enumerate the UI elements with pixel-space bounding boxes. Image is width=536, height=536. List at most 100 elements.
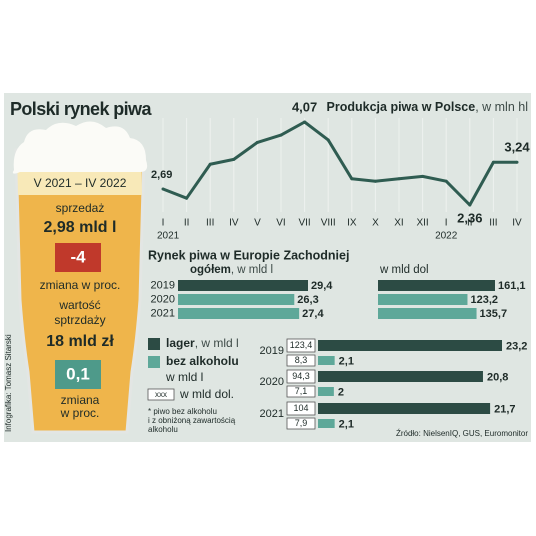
line-title: Produkcja piwa w Polsce, w mln hl <box>327 100 528 114</box>
bar <box>318 403 491 414</box>
x-tick-label: VII <box>298 218 310 229</box>
series-label: w mld dol <box>379 264 429 276</box>
beer-glass <box>12 121 148 434</box>
year-label: 2021 <box>157 231 180 242</box>
series-label-main: ogółem <box>190 264 231 276</box>
x-tick-label: IV <box>229 218 239 229</box>
point <box>468 203 472 207</box>
bar <box>318 340 502 351</box>
data-label: 2 <box>338 386 344 398</box>
x-tick-label: X <box>372 218 379 229</box>
bar <box>178 280 308 291</box>
data-label: 20,8 <box>487 371 508 383</box>
point <box>185 196 189 200</box>
glass-value: 18 mld zł <box>46 333 114 350</box>
data-label: 27,4 <box>302 308 324 320</box>
category-label: 2019 <box>260 345 284 357</box>
data-label: 135,7 <box>480 308 508 320</box>
bar <box>318 356 335 365</box>
usd-label: 94,3 <box>292 371 310 381</box>
source: Źródło: NielsenIQ, GUS, Euromonitor <box>396 429 528 438</box>
glass-value-change: 0,1 <box>66 364 90 383</box>
series-label-unit: , w mld l <box>231 264 273 276</box>
point <box>232 157 236 161</box>
data-label: 23,2 <box>506 340 527 352</box>
point <box>397 177 401 181</box>
bar <box>318 371 483 382</box>
x-tick-label: I <box>162 218 165 229</box>
data-label: 161,1 <box>498 280 526 292</box>
legend-label-unit: , w mld l <box>195 336 239 350</box>
usd-label: 8,3 <box>295 355 308 365</box>
usd-box <box>286 369 316 384</box>
category-label: 2021 <box>260 408 284 420</box>
glass-sales: 2,98 mld l <box>44 219 117 236</box>
legend-swatch <box>148 356 160 368</box>
legend-label-main: lager <box>166 336 195 350</box>
point <box>373 179 377 183</box>
legend-swatch <box>148 338 160 350</box>
usd-label: 123,4 <box>290 340 313 350</box>
data-label: 123,2 <box>470 294 498 306</box>
data-label: 2,69 <box>151 169 172 181</box>
note: * piwo bez alkoholu <box>148 407 217 416</box>
note: i z obniżoną zawartością <box>148 416 236 425</box>
series-label: ogółem, w mld l <box>190 264 273 276</box>
legend-label: bez alkoholu <box>166 354 239 368</box>
usd-box <box>286 417 316 430</box>
glass-value-label: sptrzdaży <box>54 313 105 327</box>
line-title-main: Produkcja piwa w Polsce <box>327 100 476 114</box>
glass-change-label: w proc. <box>60 406 100 420</box>
usd-label: 7,9 <box>295 418 308 428</box>
glass-sales-change: -4 <box>70 247 86 266</box>
usd-label: 7,1 <box>295 386 308 396</box>
title: Polski rynek piwa <box>10 99 152 119</box>
bar <box>378 294 468 305</box>
legend-box-sample: xxx <box>155 390 167 399</box>
data-label: 3,24 <box>504 140 530 155</box>
legend-label: w mld dol. <box>179 387 234 401</box>
point <box>326 138 330 142</box>
point <box>444 179 448 183</box>
data-label: 2,36 <box>457 210 482 225</box>
category-label: 2020 <box>151 293 175 305</box>
category-label: 2020 <box>260 376 284 388</box>
legend-unit: w mld l <box>165 370 203 384</box>
bar <box>318 419 335 428</box>
point <box>350 177 354 181</box>
legend-box <box>147 388 175 401</box>
usd-label: 104 <box>293 403 308 413</box>
glass-period: V 2021 – IV 2022 <box>34 176 127 190</box>
bar <box>378 308 477 319</box>
bar <box>378 280 495 291</box>
point <box>491 160 495 164</box>
usd-box <box>286 338 316 353</box>
data-label: 2,1 <box>339 418 354 430</box>
point <box>255 140 259 144</box>
glass-sales-label: sprzedaż <box>56 201 105 215</box>
point <box>515 160 519 164</box>
glass-change-label: zmiana <box>61 393 100 407</box>
note: alkoholu <box>148 425 178 434</box>
point <box>161 187 165 191</box>
credit: Infografika: Tomasz Sitarski <box>4 334 13 432</box>
x-tick-label: XI <box>394 218 403 229</box>
x-tick-label: IX <box>347 218 357 229</box>
year-label: 2022 <box>435 231 458 242</box>
category-label: 2019 <box>151 279 175 291</box>
point <box>208 162 212 166</box>
line <box>162 120 517 207</box>
usd-box <box>286 385 316 398</box>
usd-box <box>286 401 316 416</box>
data-label: 29,4 <box>311 280 333 292</box>
data-label: 2,1 <box>339 355 354 367</box>
x-tick-label: III <box>489 218 497 229</box>
legend-label: lager, w mld l <box>166 336 239 350</box>
x-tick-label: V <box>254 218 261 229</box>
x-tick-label: VI <box>276 218 285 229</box>
glass-value-label: wartość <box>58 298 100 312</box>
section-title: Rynek piwa w Europie Zachodniej <box>148 248 349 262</box>
x-tick-label: II <box>467 218 473 229</box>
